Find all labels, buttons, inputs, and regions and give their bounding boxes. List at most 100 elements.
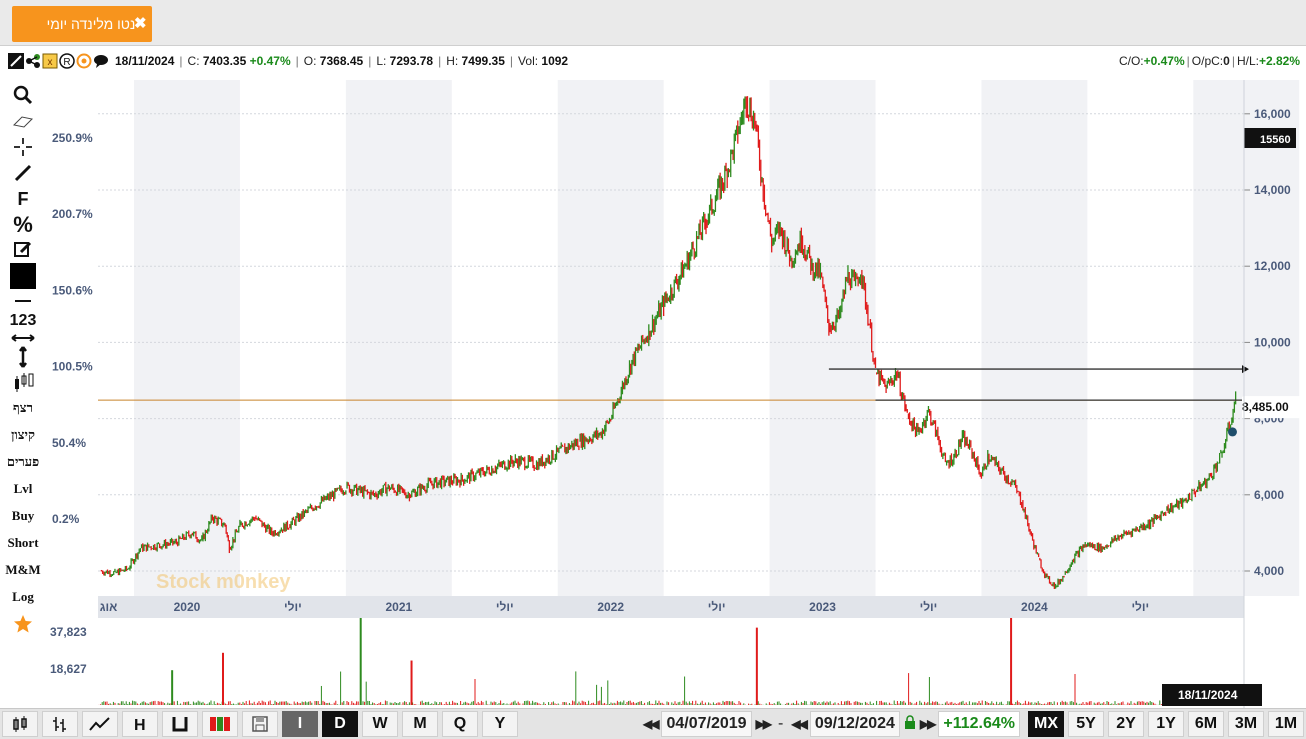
level-label: 8,485.00	[1242, 400, 1289, 414]
hl-chart-icon[interactable]: H	[122, 711, 158, 737]
share-icon[interactable]	[25, 53, 41, 69]
period-daily[interactable]: D	[322, 711, 358, 737]
time-axis-label: 2023	[809, 600, 836, 614]
save-icon[interactable]	[242, 711, 278, 737]
month-band	[981, 80, 1088, 596]
color-picker[interactable]	[2, 260, 44, 292]
watermark: Stock m0nkey	[156, 571, 291, 593]
time-axis: אוג 2020 יולי 2021 יולי 2022 יולי 2023 יולי 2024 י…	[100, 600, 1149, 614]
vertical-arrow-icon[interactable]	[2, 344, 44, 370]
svg-text:R: R	[63, 57, 70, 68]
candle-chart-icon[interactable]	[2, 711, 38, 737]
sidebar-word-short[interactable]: Short	[7, 534, 39, 550]
period-change: +112.64%	[938, 711, 1020, 737]
percent-tick-label: 0.2%	[52, 512, 80, 526]
range-max[interactable]: MX	[1028, 711, 1064, 737]
comment-icon[interactable]	[93, 53, 109, 69]
tab-title: נטו מלינדה יומי	[46, 16, 136, 32]
time-axis-label: יולי	[920, 600, 938, 614]
price-tick-label: 10,000	[1254, 335, 1291, 349]
low-value: 7293.78	[389, 54, 434, 68]
time-axis-label: יולי	[708, 600, 726, 614]
volume-tick-label: 37,823	[50, 625, 87, 639]
date-separator: -	[778, 715, 784, 732]
registered-icon[interactable]: R	[59, 53, 75, 69]
level-badge: 8,485.00	[1242, 396, 1300, 419]
draw-tool-icon[interactable]	[8, 53, 24, 69]
lock-icon[interactable]	[904, 714, 916, 734]
period-monthly[interactable]: M	[402, 711, 438, 737]
end-next-icon[interactable]: ▶▶	[919, 717, 937, 731]
start-date[interactable]: 04/07/2019	[661, 711, 752, 737]
horizontal-arrow-icon[interactable]	[2, 332, 44, 344]
line-width-icon[interactable]	[2, 292, 44, 310]
period-quarterly[interactable]: Q	[442, 711, 478, 737]
heikin-ashi-icon[interactable]	[202, 711, 238, 737]
time-axis-bg	[98, 596, 1244, 618]
top-bar: נטו מלינדה יומי ✖	[0, 0, 1306, 46]
time-axis-label: 2020	[174, 600, 201, 614]
percent-tick-label: 250.9%	[52, 131, 93, 145]
line-tool-icon[interactable]	[2, 160, 44, 186]
range-2y[interactable]: 2Y	[1108, 711, 1144, 737]
period-intraday[interactable]: I	[282, 711, 318, 737]
percent-tick-label: 200.7%	[52, 207, 93, 221]
volume-tick-label: 18,627	[50, 662, 87, 676]
vol-label: Vol:	[518, 54, 539, 68]
ohlc-chart-icon[interactable]	[42, 711, 78, 737]
range-6m[interactable]: 6M	[1188, 711, 1224, 737]
start-next-icon[interactable]: ▶▶	[755, 717, 773, 731]
range-1y[interactable]: 1Y	[1148, 711, 1184, 737]
fibonacci-tool[interactable]: F	[17, 188, 29, 209]
chart-tab[interactable]: נטו מלינדה יומי ✖	[12, 6, 152, 42]
line-chart-icon[interactable]	[82, 711, 118, 737]
chart-area[interactable]: Stock m0nkey 301.0%250.9%200.7%150.6%100…	[46, 55, 1306, 708]
last-price-label: 15560	[1260, 134, 1291, 146]
price-chart[interactable]: Stock m0nkey 301.0%250.9%200.7%150.6%100…	[46, 55, 1306, 708]
period-weekly[interactable]: W	[362, 711, 398, 737]
eraser-icon[interactable]	[2, 110, 44, 134]
ohlc-readout: 18/11/2024 | C: 7403.35 +0.47% | O: 7368.45 |…	[115, 54, 569, 68]
svg-text:x: x	[48, 57, 53, 68]
bottom-toolbar: H I D W M Q Y ◀◀ 04/07/2019 ▶▶ - ◀◀ 09/1…	[0, 708, 1306, 739]
close-value: 7403.35	[202, 54, 247, 68]
end-date[interactable]: 09/12/2024	[809, 711, 900, 737]
time-axis-label: יולי	[1131, 600, 1149, 614]
edit-icon[interactable]	[2, 238, 44, 260]
end-prev-icon[interactable]: ◀◀	[791, 717, 808, 731]
sidebar-word-extreme[interactable]: קיצון	[11, 426, 35, 442]
range-1m[interactable]: 1M	[1268, 711, 1304, 737]
number-tool[interactable]: 123	[9, 312, 37, 329]
date-badge-label: 18/11/2024	[1178, 688, 1238, 702]
opc-value: 0	[1223, 54, 1230, 68]
period-yearly[interactable]: Y	[482, 711, 518, 737]
sidebar-word-mm[interactable]: M&M	[5, 561, 41, 577]
close-icon[interactable]: ✖	[134, 15, 147, 32]
range-5y[interactable]: 5Y	[1068, 711, 1104, 737]
range-3m[interactable]: 3M	[1228, 711, 1264, 737]
price-tick-label: 12,000	[1254, 259, 1291, 273]
star-icon[interactable]	[2, 610, 44, 638]
search-icon[interactable]	[2, 80, 44, 110]
sidebar-word-lvl[interactable]: Lvl	[13, 480, 33, 496]
month-band	[134, 80, 240, 596]
open-value: 7368.45	[319, 54, 364, 68]
high-value: 7499.35	[461, 54, 505, 68]
candles-icon[interactable]	[2, 370, 44, 394]
sidebar-word-buy[interactable]: Buy	[11, 507, 35, 523]
sidebar-word-log[interactable]: Log	[12, 588, 34, 604]
sidebar-word-sequence[interactable]: רצף	[13, 399, 33, 415]
vol-value: 1092	[541, 54, 569, 68]
sidebar-word-gaps[interactable]: פערים	[6, 453, 40, 469]
start-first-icon[interactable]: ◀◀	[643, 717, 660, 731]
target-icon[interactable]	[76, 53, 92, 69]
current-date: 18/11/2024	[115, 54, 175, 68]
percent-tool[interactable]: %	[13, 212, 33, 237]
crosshair-icon[interactable]	[2, 134, 44, 160]
bar-chart-icon[interactable]	[162, 711, 198, 737]
percent-tick-label: 50.4%	[52, 436, 86, 450]
percent-axis: 301.0%250.9%200.7%150.6%100.5%50.4%0.2%	[52, 55, 93, 526]
price-tick-label: 16,000	[1254, 107, 1291, 121]
excel-icon[interactable]: x	[42, 53, 58, 69]
month-band	[345, 80, 452, 596]
